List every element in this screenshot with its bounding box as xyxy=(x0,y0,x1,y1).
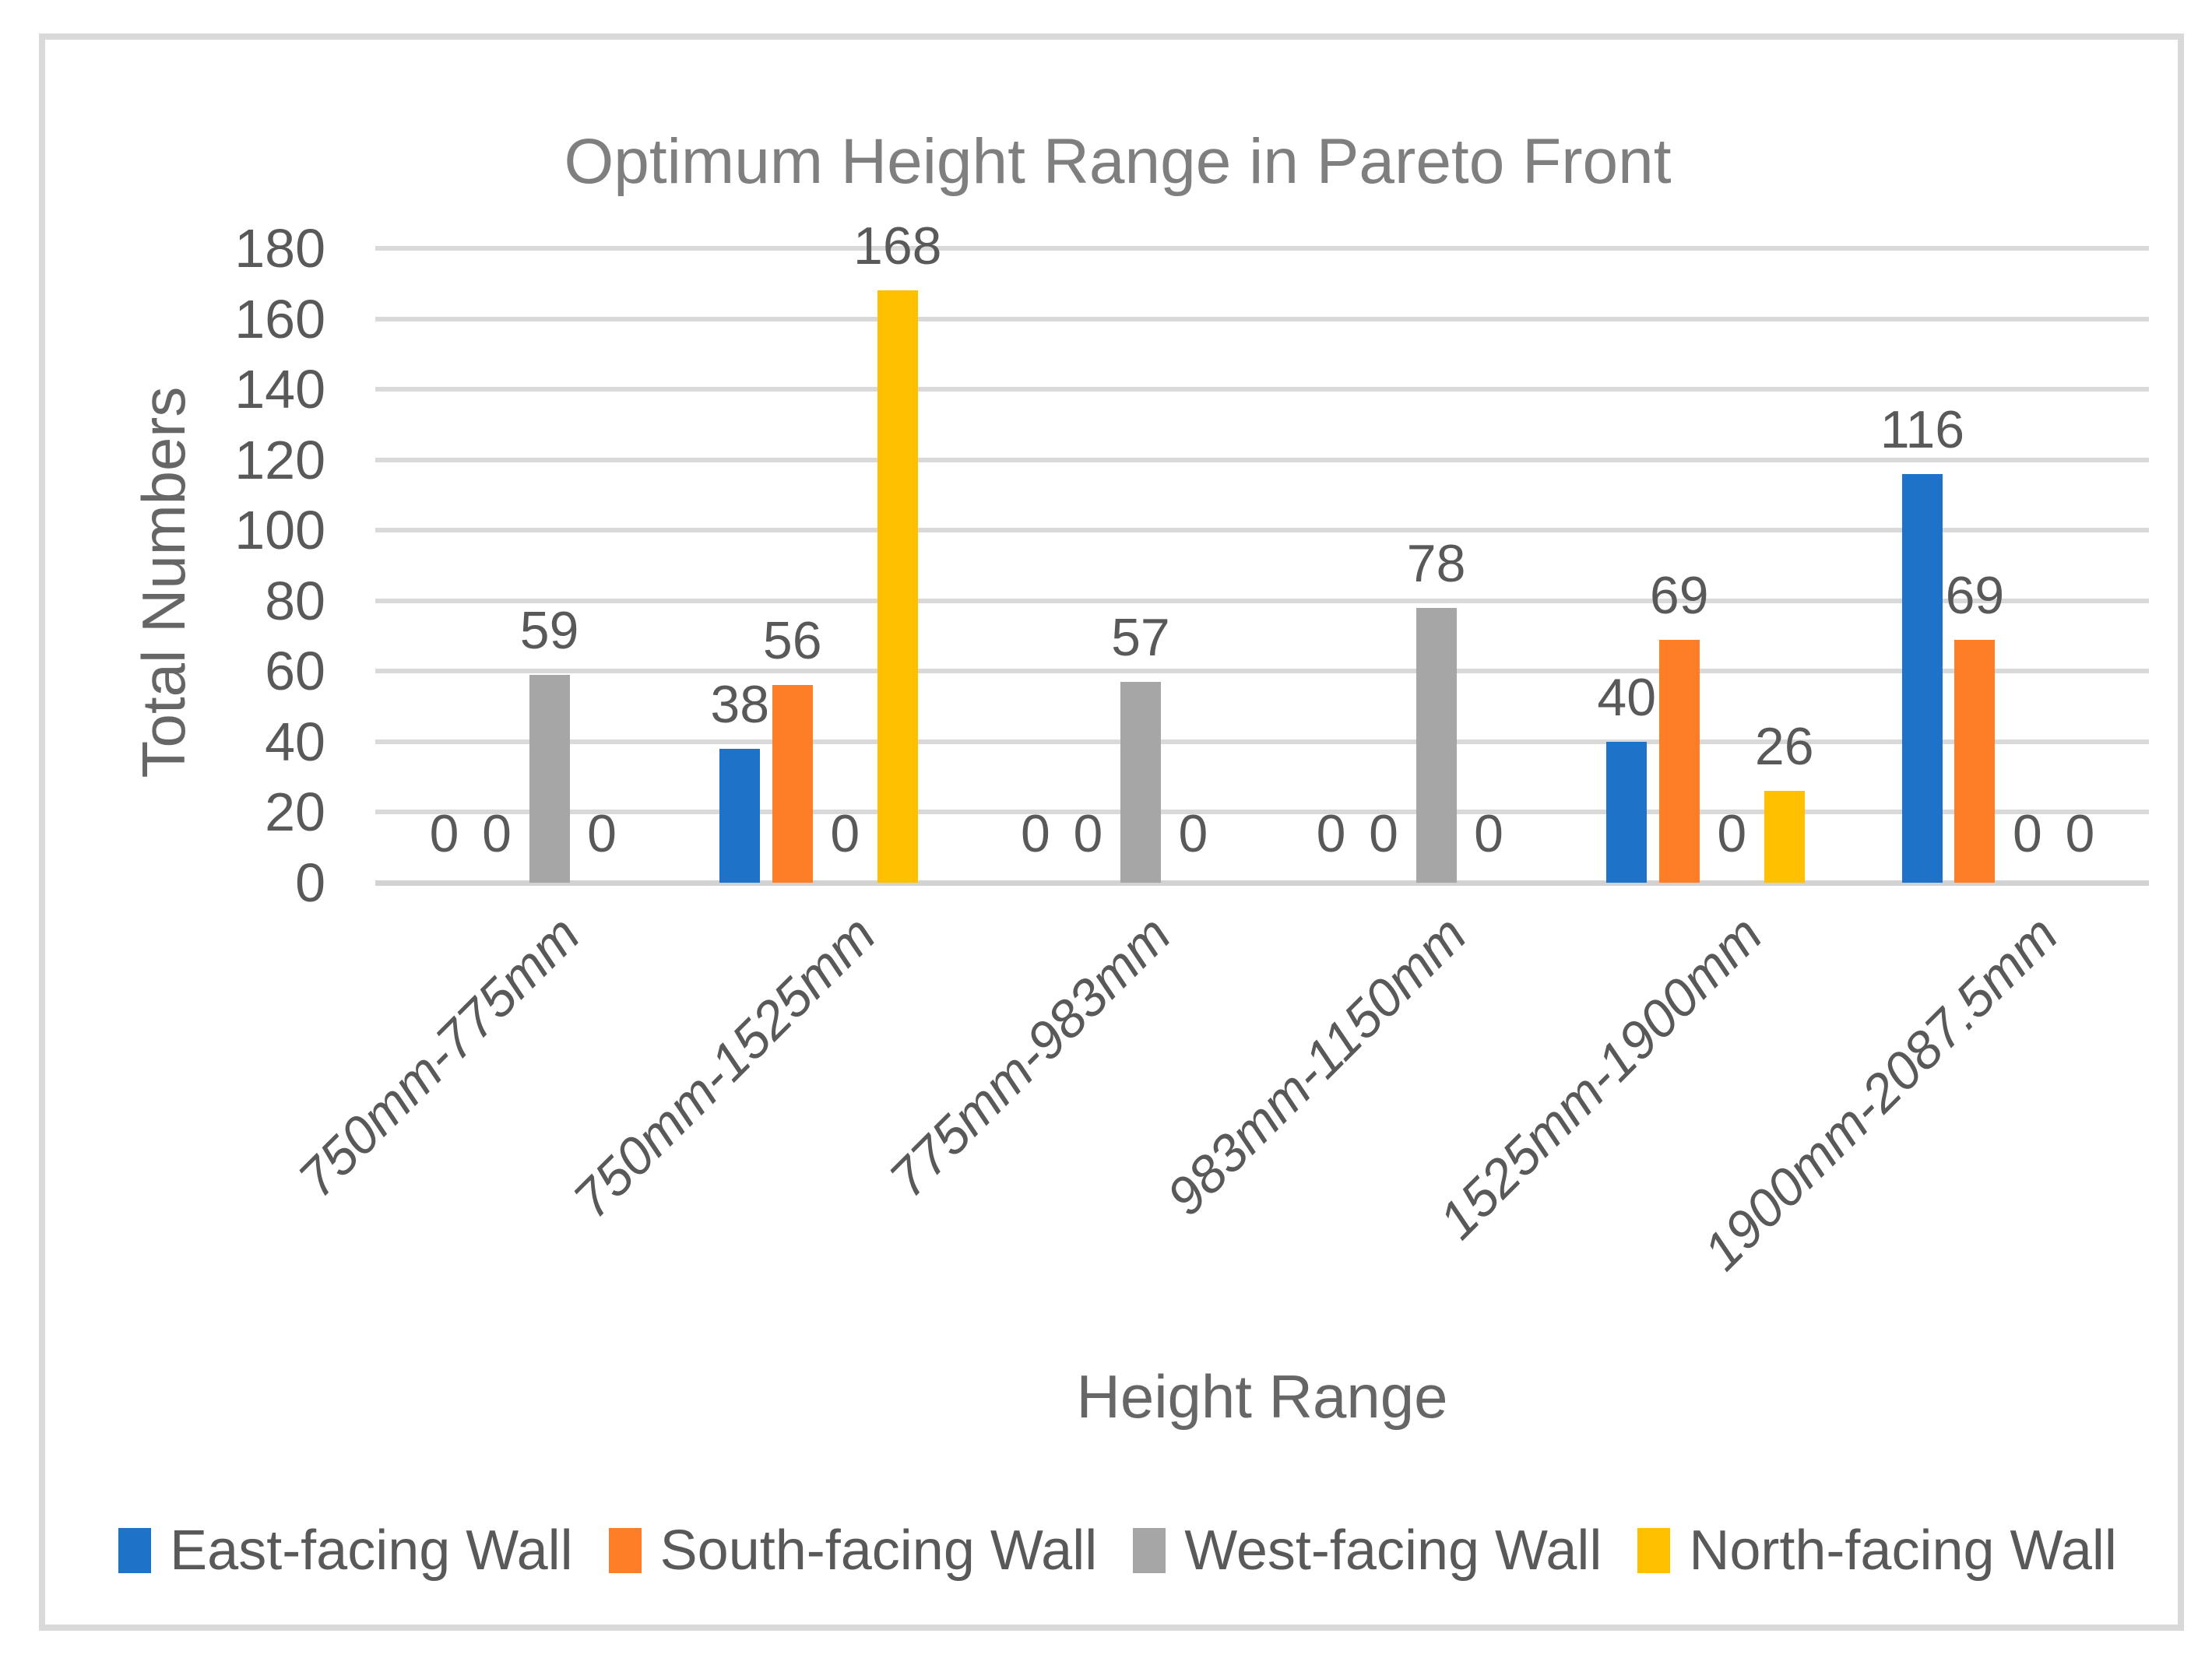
bar-value-label: 26 xyxy=(1754,717,1814,777)
bar-value-label: 38 xyxy=(710,674,770,734)
bar-value-label: 168 xyxy=(853,216,942,276)
bar-value-label: 0 xyxy=(1178,804,1208,863)
bar xyxy=(529,674,570,883)
bar-value-label: 0 xyxy=(1316,804,1346,863)
y-tick-label: 60 xyxy=(265,641,325,702)
plot-area: 0 20 40 60 80 100 120 140 160 180 750mm-775mm 0 0 59 0… xyxy=(45,40,2190,1637)
legend-label: North-facing Wall xyxy=(1689,1519,2117,1582)
bar xyxy=(1901,473,1943,883)
y-tick-label: 160 xyxy=(234,288,325,350)
legend-label: West-facing Wall xyxy=(1184,1519,1602,1582)
bar-value-label: 0 xyxy=(830,804,860,863)
y-tick-label: 0 xyxy=(295,852,325,913)
bar xyxy=(1954,639,1996,883)
x-tick-label: 750mm-775mm xyxy=(287,905,591,1209)
gridline xyxy=(375,598,2149,603)
bar-value-label: 0 xyxy=(587,804,617,863)
bar xyxy=(1606,741,1648,883)
bar xyxy=(772,685,813,883)
y-tick-label: 40 xyxy=(265,711,325,772)
x-tick-label: 750mm-1525mm xyxy=(561,905,887,1230)
bar xyxy=(1415,607,1457,883)
y-tick-label: 120 xyxy=(234,429,325,490)
gridline xyxy=(375,528,2149,533)
bar-value-label: 57 xyxy=(1111,607,1170,667)
legend-label: South-facing Wall xyxy=(659,1519,1098,1582)
legend-item: South-facing Wall xyxy=(608,1519,1098,1582)
bar xyxy=(1764,791,1805,883)
bar-value-label: 0 xyxy=(2065,804,2095,863)
legend-item: East-facing Wall xyxy=(118,1519,573,1582)
y-tick-label: 180 xyxy=(234,218,325,279)
gridline xyxy=(375,669,2149,674)
gridline xyxy=(375,316,2149,321)
bar-value-label: 0 xyxy=(1073,804,1103,863)
bar-value-label: 0 xyxy=(482,804,512,863)
gridline xyxy=(375,387,2149,392)
x-tick-label: 983mm-1150mm xyxy=(1155,905,1478,1227)
bar-value-label: 40 xyxy=(1597,667,1657,727)
bar-value-label: 56 xyxy=(762,611,822,671)
y-tick-label: 100 xyxy=(234,500,325,561)
gridline xyxy=(375,246,2149,251)
bar-value-label: 78 xyxy=(1406,533,1466,593)
legend-swatch xyxy=(608,1528,642,1573)
bar-value-label: 0 xyxy=(1369,804,1398,863)
legend-swatch xyxy=(1133,1528,1166,1573)
gridline xyxy=(375,457,2149,462)
bar xyxy=(1120,681,1161,883)
gridline xyxy=(375,739,2149,744)
legend-item: North-facing Wall xyxy=(1637,1519,2117,1582)
y-tick-label: 20 xyxy=(265,782,325,843)
x-tick-label: 1525mm-1900mm xyxy=(1427,905,1774,1251)
x-axis-line xyxy=(375,880,2149,886)
legend: East-facing Wall South-facing Wall West-fa… xyxy=(45,1519,2190,1582)
chart-frame: Optimum Height Range in Pareto Front Tot… xyxy=(39,33,2184,1631)
legend-label: East-facing Wall xyxy=(170,1519,573,1582)
legend-swatch xyxy=(1637,1528,1671,1573)
bar-value-label: 0 xyxy=(429,804,459,863)
bar-value-label: 0 xyxy=(1020,804,1050,863)
y-tick-label: 80 xyxy=(265,570,325,631)
bar-value-label: 0 xyxy=(1717,804,1747,863)
legend-swatch xyxy=(118,1528,152,1573)
bar xyxy=(1658,639,1700,883)
bar xyxy=(719,748,761,883)
bar-value-label: 116 xyxy=(1880,399,1965,459)
bar-value-label: 0 xyxy=(1474,804,1503,863)
bar-value-label: 59 xyxy=(519,600,579,660)
legend-item: West-facing Wall xyxy=(1133,1519,1602,1582)
chart-title: Optimum Height Range in Pareto Front xyxy=(564,126,1672,197)
bar xyxy=(877,290,918,883)
x-tick-label: 775mm-983mm xyxy=(877,905,1183,1209)
bar-value-label: 69 xyxy=(1649,565,1709,625)
bar-value-label: 0 xyxy=(2012,804,2042,863)
bar-value-label: 69 xyxy=(1945,565,2005,625)
x-axis-title: Height Range xyxy=(1076,1362,1448,1431)
gridline xyxy=(375,810,2149,815)
y-tick-label: 140 xyxy=(234,359,325,420)
